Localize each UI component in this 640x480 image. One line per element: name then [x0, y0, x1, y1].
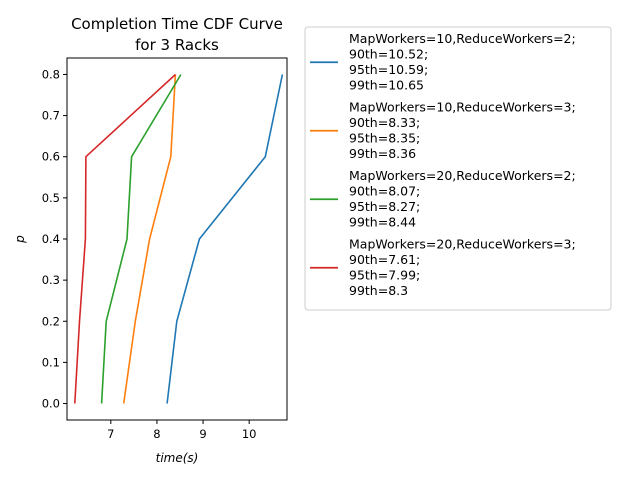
y-tick-label: 0.8	[42, 67, 60, 81]
legend-label-3-line-1: MapWorkers=20,ReduceWorkers=2;	[349, 168, 576, 183]
y-tick-label: 0.6	[42, 150, 60, 164]
y-tick-label: 0.1	[42, 355, 60, 369]
legend-label-3-line-2: 90th=8.07;	[349, 184, 420, 199]
chart-title-line-1: Completion Time CDF Curve	[71, 15, 283, 33]
legend-label-2-line-2: 90th=8.33;	[349, 115, 420, 130]
y-tick-label: 0.3	[42, 273, 60, 287]
legend-label-1-line-2: 90th=10.52;	[349, 47, 428, 62]
y-tick-label: 0.5	[42, 191, 60, 205]
series-line-4	[74, 73, 176, 404]
legend-label-1-line-4: 99th=10.65	[349, 78, 424, 93]
legend-label-1-line-1: MapWorkers=10,ReduceWorkers=2;	[349, 31, 576, 46]
x-tick-label: 9	[199, 427, 206, 441]
y-axis-label: p	[13, 235, 27, 244]
legend-label-3-line-3: 95th=8.27;	[349, 199, 420, 214]
legend: MapWorkers=10,ReduceWorkers=2;90th=10.52…	[310, 31, 576, 298]
y-tick-label: 0.7	[42, 109, 60, 123]
legend-label-3-line-4: 99th=8.44	[349, 215, 416, 230]
legend-label-2-line-3: 95th=8.35;	[349, 131, 420, 146]
y-tick-label: 0.0	[42, 397, 60, 411]
y-tick-label: 0.2	[42, 314, 60, 328]
plot-frame	[66, 57, 288, 421]
ticks-layer: 7 8 9 10 0.0 0.1 0.2 0.3 0.4 0.5 0.6 0.7 0.8	[42, 67, 257, 441]
series-line-2	[122, 74, 177, 404]
x-axis-label: time(s)	[156, 451, 199, 465]
x-tick-label: 10	[242, 427, 257, 441]
x-tick-label: 8	[153, 427, 160, 441]
series-line-1	[166, 74, 284, 404]
legend-label-4-line-3: 95th=7.99;	[349, 268, 420, 283]
legend-box	[304, 26, 612, 311]
series-layer	[74, 73, 284, 404]
legend-label-2-line-1: MapWorkers=10,ReduceWorkers=3;	[349, 100, 576, 115]
y-tick-label: 0.4	[42, 232, 60, 246]
x-tick-label: 7	[107, 427, 114, 441]
legend-label-4-line-1: MapWorkers=20,ReduceWorkers=3;	[349, 237, 576, 252]
legend-label-1-line-3: 95th=10.59;	[349, 62, 428, 77]
legend-label-4-line-2: 90th=7.61;	[349, 252, 420, 267]
legend-label-2-line-4: 99th=8.36	[349, 146, 416, 161]
chart-title-line-2: for 3 Racks	[135, 36, 219, 54]
legend-label-4-line-4: 99th=8.3	[349, 283, 408, 298]
series-line-3	[100, 74, 182, 404]
